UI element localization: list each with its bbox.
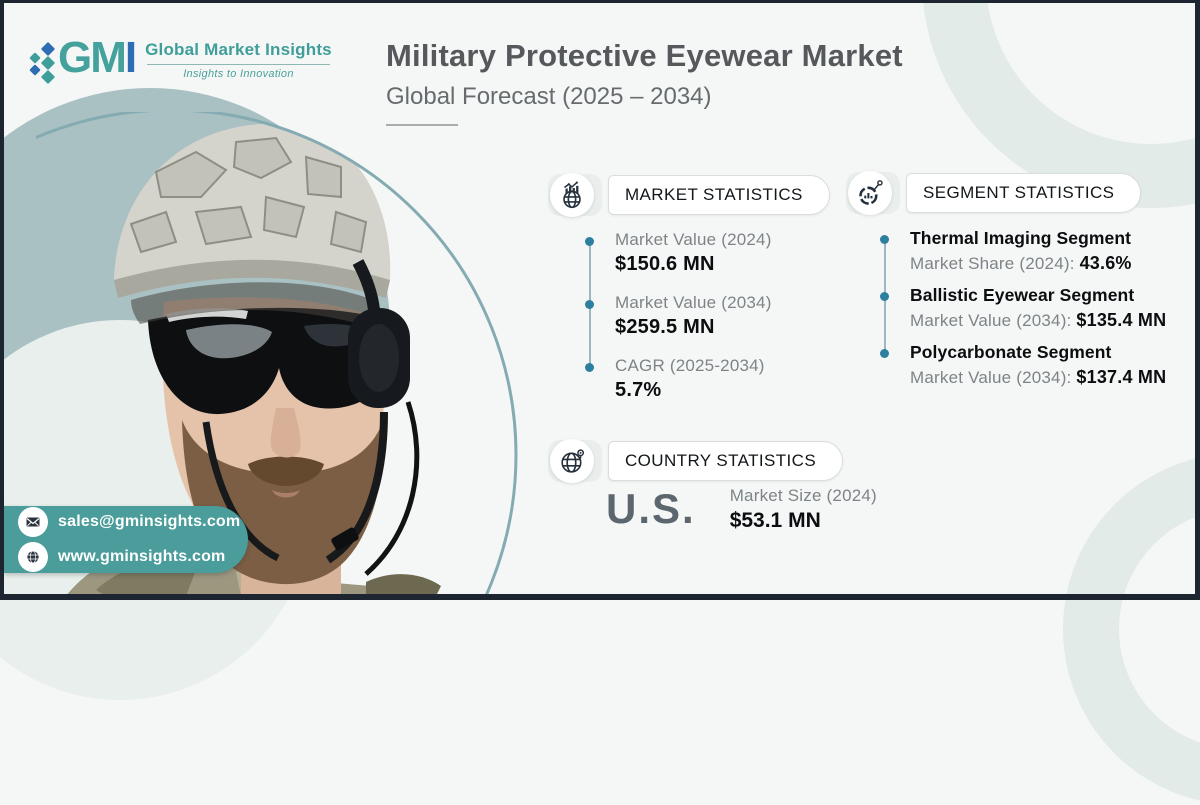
- market-stat-item: Market Value (2034) $259.5 MN: [585, 293, 830, 339]
- country-statistics-icon: [561, 449, 585, 473]
- photo-circle-ring: [36, 112, 518, 596]
- segment-stat-item: Ballistic Eyewear Segment Market Value (…: [880, 285, 1166, 331]
- contact-email[interactable]: sales@gminsights.com: [18, 507, 248, 537]
- brand-name: Global Market Insights: [145, 40, 332, 59]
- sunglasses-icon: [148, 307, 409, 415]
- logo-divider: [147, 64, 330, 65]
- page-title: Military Protective Eyewear Market: [386, 38, 903, 73]
- timeline-dot: [880, 235, 889, 244]
- timeline-dot: [880, 292, 889, 301]
- chin-strap: [202, 411, 388, 564]
- logo-monogram: GMI: [58, 33, 137, 82]
- timeline-dot: [585, 363, 594, 372]
- country-stat-label: Market Size (2024): [729, 486, 877, 505]
- segment-statistics-heading: SEGMENT STATISTICS: [906, 173, 1142, 213]
- country-statistics-icon-tab: [548, 439, 602, 483]
- segment-stat-item: Polycarbonate Segment Market Value (2034…: [880, 342, 1166, 388]
- market-statistics-heading: MARKET STATISTICS: [608, 175, 830, 215]
- brand-tagline: Insights to Innovation: [183, 68, 294, 80]
- logo-diamonds-icon: [29, 40, 58, 90]
- helmet: [114, 123, 391, 326]
- market-stat-item: Market Value (2024) $150.6 MN: [585, 230, 830, 276]
- timeline-dot: [585, 237, 594, 246]
- country-statistics-heading: COUNTRY STATISTICS: [608, 441, 844, 481]
- country-name: U.S.: [606, 485, 696, 532]
- nose: [270, 408, 301, 458]
- contact-website[interactable]: www.gminsights.com: [18, 542, 248, 572]
- country-stat-value: $53.1 MN: [729, 509, 821, 532]
- headset: [348, 259, 410, 408]
- decor-ring-bottom-right: [1063, 453, 1200, 805]
- website-globe-icon: [18, 542, 48, 572]
- contact-bar: sales@gminsights.com www.gminsights.com: [4, 506, 248, 573]
- email-icon: [18, 507, 48, 537]
- mic-cable: [364, 401, 420, 576]
- segment-statistics-icon-tab: [846, 171, 900, 215]
- timeline-dot: [585, 300, 594, 309]
- market-statistics-icon: [563, 181, 581, 209]
- page-subtitle: Global Forecast (2025 – 2034): [386, 83, 712, 110]
- timeline-dot: [880, 349, 889, 358]
- segment-stat-item: Thermal Imaging Segment Market Share (20…: [880, 228, 1166, 274]
- gmi-logo: GMI Global Market Insights Insights to I…: [29, 33, 332, 90]
- market-stat-item: CAGR (2025-2034) 5.7%: [585, 356, 830, 402]
- subtitle-underline: [386, 124, 458, 126]
- market-statistics-icon-tab: [548, 173, 602, 217]
- segment-statistics-icon: [859, 180, 883, 205]
